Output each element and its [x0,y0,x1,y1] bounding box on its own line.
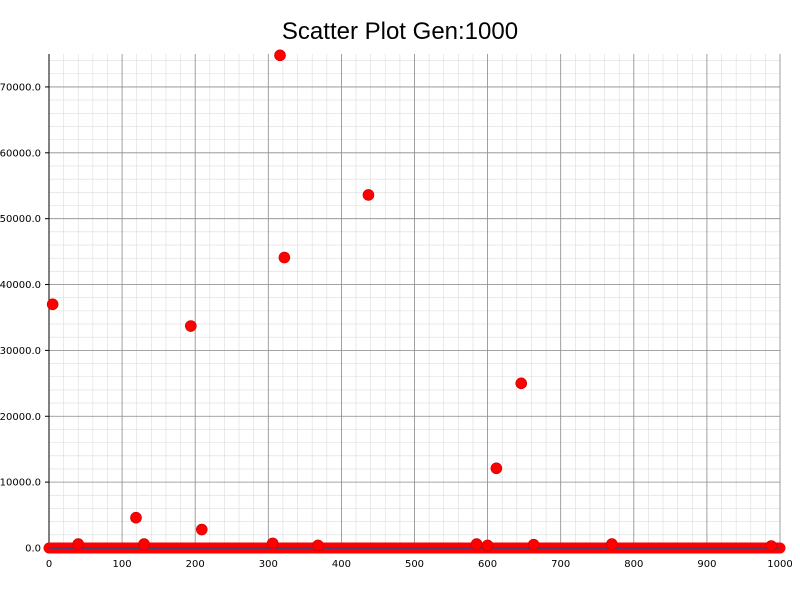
major-grid [48,54,781,549]
axes [45,54,780,552]
data-point [46,298,59,311]
y-axis-ticks: 0.0 10000.0 20000.0 30000.0 40000.0 50000.0 60… [0,82,49,555]
data-point [490,462,503,475]
y-tick-label: 0.0 [25,544,41,555]
data-point [515,377,528,390]
y-tick-label: 60000.0 [0,148,41,159]
x-tick-label: 500 [405,559,424,570]
data-point [274,49,286,62]
x-tick-label: 0 [46,559,52,570]
y-tick-label: 50000.0 [0,214,41,225]
x-tick-label: 200 [186,559,205,570]
y-tick-label: 10000.0 [0,478,41,489]
x-tick-label: 900 [697,559,716,570]
data-point [130,511,142,524]
data-points [46,49,778,552]
data-point [765,540,778,552]
data-point [606,538,618,550]
data-point [72,538,85,550]
y-tick-label: 40000.0 [0,280,41,291]
data-point [362,189,375,201]
x-tick-label: 1000 [767,559,792,570]
data-point [312,539,324,552]
x-tick-label: 700 [551,559,570,570]
data-point [266,537,279,550]
y-tick-label: 70000.0 [0,82,41,93]
y-tick-label: 20000.0 [0,412,41,423]
x-tick-label: 600 [478,559,497,570]
chart-title: Scatter Plot Gen:1000 [281,18,519,45]
x-tick-label: 400 [332,559,351,570]
x-tick-label: 100 [113,559,132,570]
y-tick-label: 30000.0 [0,346,41,357]
x-tick-label: 300 [259,559,278,570]
data-point [470,538,483,550]
data-point [527,538,540,551]
data-point [185,320,197,332]
data-point [138,538,150,550]
data-point [195,523,208,536]
data-point [481,539,494,552]
data-point [278,251,291,264]
x-tick-label: 800 [624,559,643,570]
